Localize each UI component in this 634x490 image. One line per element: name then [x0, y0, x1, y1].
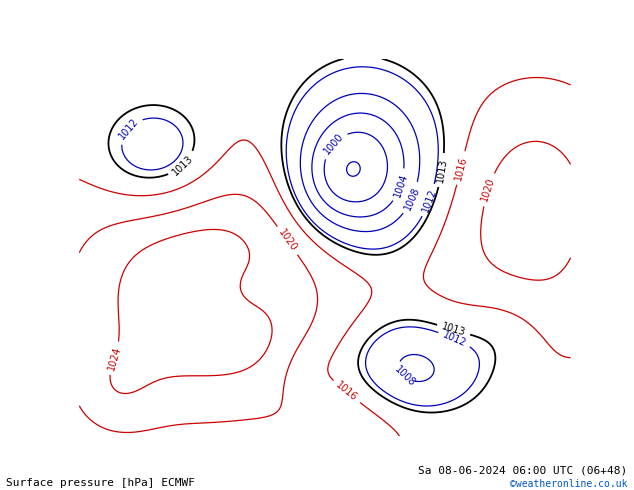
- Text: 1012: 1012: [117, 117, 140, 142]
- Text: 1012: 1012: [420, 187, 438, 214]
- Text: Surface pressure [hPa] ECMWF: Surface pressure [hPa] ECMWF: [6, 478, 195, 488]
- Text: 1012: 1012: [441, 329, 468, 348]
- Text: 1024: 1024: [106, 345, 122, 371]
- Text: 1008: 1008: [392, 365, 417, 389]
- Text: ©weatheronline.co.uk: ©weatheronline.co.uk: [510, 479, 628, 489]
- Text: 1020: 1020: [480, 176, 497, 203]
- Text: 1013: 1013: [171, 153, 195, 177]
- Text: 1008: 1008: [403, 185, 422, 212]
- Text: 1016: 1016: [334, 380, 359, 403]
- Text: Sa 08-06-2024 06:00 UTC (06+48): Sa 08-06-2024 06:00 UTC (06+48): [418, 466, 628, 475]
- Text: 1016: 1016: [453, 155, 469, 181]
- Text: 1000: 1000: [321, 132, 346, 157]
- Text: 1004: 1004: [392, 172, 410, 198]
- Text: 1013: 1013: [435, 157, 449, 183]
- Text: 1013: 1013: [441, 321, 467, 338]
- Text: 1020: 1020: [276, 228, 299, 253]
